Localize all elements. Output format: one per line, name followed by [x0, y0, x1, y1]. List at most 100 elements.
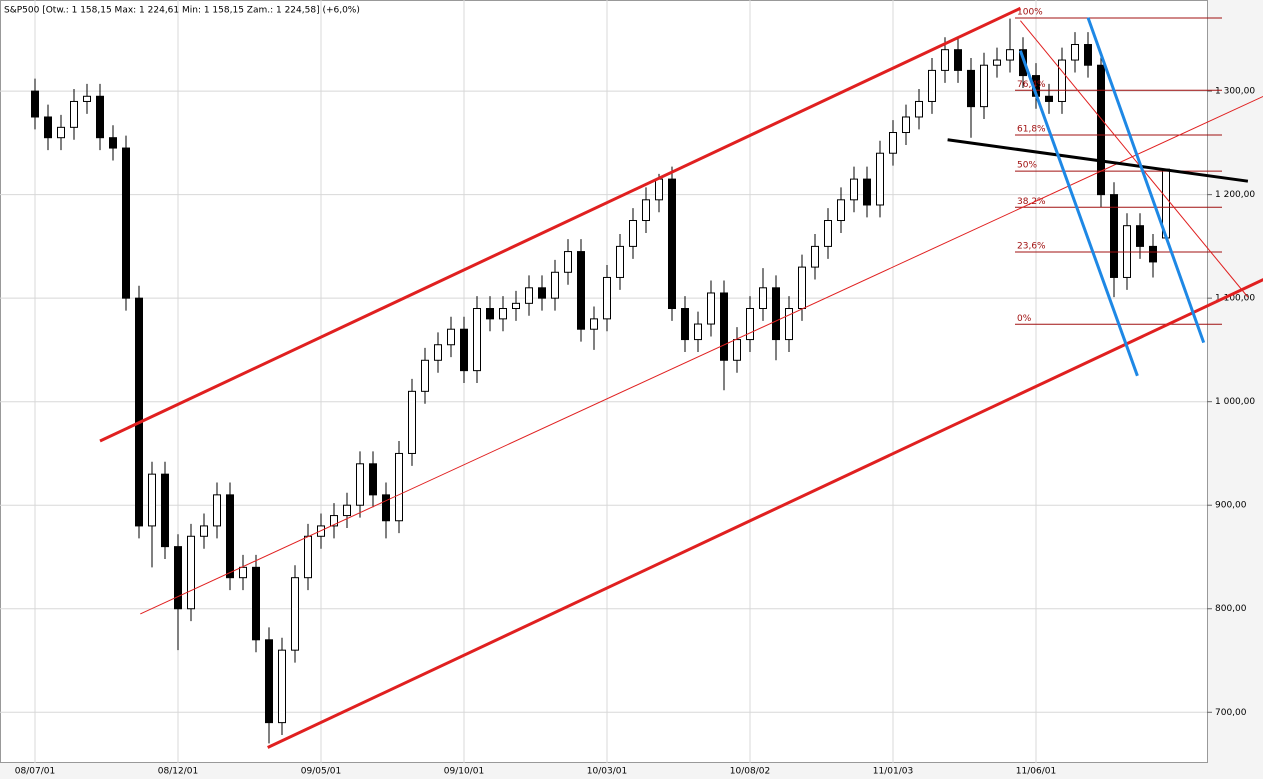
candle-body [70, 100, 78, 128]
candle-body [135, 297, 143, 527]
candle-body [291, 577, 299, 651]
candle-body [187, 535, 195, 610]
candle-body [265, 639, 273, 724]
candle-body [486, 308, 494, 320]
candle-body [551, 271, 559, 299]
candle-body [889, 132, 897, 154]
candle-body [213, 494, 221, 527]
candle-body [44, 116, 52, 139]
candle-body [759, 287, 767, 310]
y-tick-label: 800,00 [1215, 604, 1247, 614]
candle-body [1110, 194, 1118, 278]
candle-body [681, 308, 689, 341]
fib-label: 61,8% [1017, 125, 1046, 135]
candle-body [915, 100, 923, 118]
y-tick-label: 1 200,00 [1215, 190, 1255, 200]
trend-line [1018, 50, 1139, 377]
candle-body [629, 220, 637, 247]
candle-body [356, 463, 364, 506]
candle-body [967, 69, 975, 108]
candle-body [707, 292, 715, 325]
candle-body [876, 152, 884, 206]
candle-body [109, 137, 117, 149]
x-tick-label: 09/10/01 [444, 767, 484, 777]
candle-body [473, 308, 481, 372]
candle-body [668, 178, 676, 310]
candle-body [57, 126, 65, 139]
candle-body [954, 49, 962, 71]
candle-body [850, 178, 858, 201]
candle-body [1006, 49, 1014, 61]
candle-body [1019, 49, 1027, 77]
candle-body [694, 323, 702, 341]
candle-body [1097, 64, 1105, 196]
candle-body [304, 535, 312, 579]
x-tick-label: 10/03/01 [587, 767, 627, 777]
x-tick-label: 11/06/01 [1016, 767, 1056, 777]
candle-body [343, 504, 351, 517]
y-tick-label: 700,00 [1215, 708, 1247, 718]
y-tick-label: 1 300,00 [1215, 87, 1255, 97]
candle-body [655, 178, 663, 201]
candle-body [525, 287, 533, 304]
candle-body [460, 328, 468, 372]
candle-body [96, 95, 104, 139]
candle-body [1149, 245, 1157, 263]
candle-body [863, 178, 871, 206]
candle-body [785, 308, 793, 341]
fib-label: 0% [1017, 314, 1032, 324]
x-tick-label: 10/08/02 [730, 767, 770, 777]
candle-body [1071, 44, 1079, 61]
candle-body [369, 463, 377, 496]
candle-body [161, 473, 169, 548]
candle-body [434, 344, 442, 361]
x-tick-label: 08/07/01 [15, 767, 55, 777]
trend-line [1020, 20, 1249, 298]
candle-body [1045, 95, 1053, 102]
candle-body [733, 339, 741, 361]
candle-body [746, 308, 754, 341]
x-tick-label: 09/05/01 [301, 767, 341, 777]
candle-body [1058, 59, 1066, 102]
candle-body [330, 515, 338, 527]
candle-body [590, 318, 598, 330]
candle-body [538, 287, 546, 299]
candle-body [512, 302, 520, 310]
candle-body [408, 390, 416, 454]
fib-label: 100% [1017, 8, 1043, 18]
candle-body [148, 473, 156, 527]
candle-body [122, 147, 130, 299]
candle-body [1084, 44, 1092, 66]
candle-body [239, 566, 247, 579]
x-tick-label: 11/01/03 [873, 767, 913, 777]
candle-body [616, 245, 624, 278]
candle-body [902, 116, 910, 134]
candle-body [720, 292, 728, 361]
trend-line [140, 95, 1263, 615]
chart-title: S&P500 [Otw.: 1 158,15 Max: 1 224,61 Min… [4, 6, 360, 16]
candle-body [603, 276, 611, 320]
candle-body [941, 49, 949, 71]
trend-line [1086, 17, 1206, 344]
fib-label: 23,6% [1017, 242, 1046, 252]
candle-body [798, 266, 806, 310]
candle-body [811, 245, 819, 268]
candle-body [993, 59, 1001, 66]
candle-body [31, 90, 39, 118]
y-tick-label: 1 000,00 [1215, 397, 1255, 407]
candle-body [642, 199, 650, 222]
candle-body [174, 546, 182, 610]
candle-body [395, 452, 403, 522]
candle-body [980, 64, 988, 108]
candle-body [1136, 225, 1144, 247]
trend-line [99, 6, 1022, 443]
fib-label: 38,2% [1017, 197, 1046, 207]
candle-body [278, 649, 286, 724]
candle-body [252, 566, 260, 641]
candle-body [824, 220, 832, 247]
candle-body [499, 308, 507, 320]
y-tick-label: 1 100,00 [1215, 294, 1255, 304]
candle-body [837, 199, 845, 222]
fib-label: 50% [1017, 161, 1037, 171]
